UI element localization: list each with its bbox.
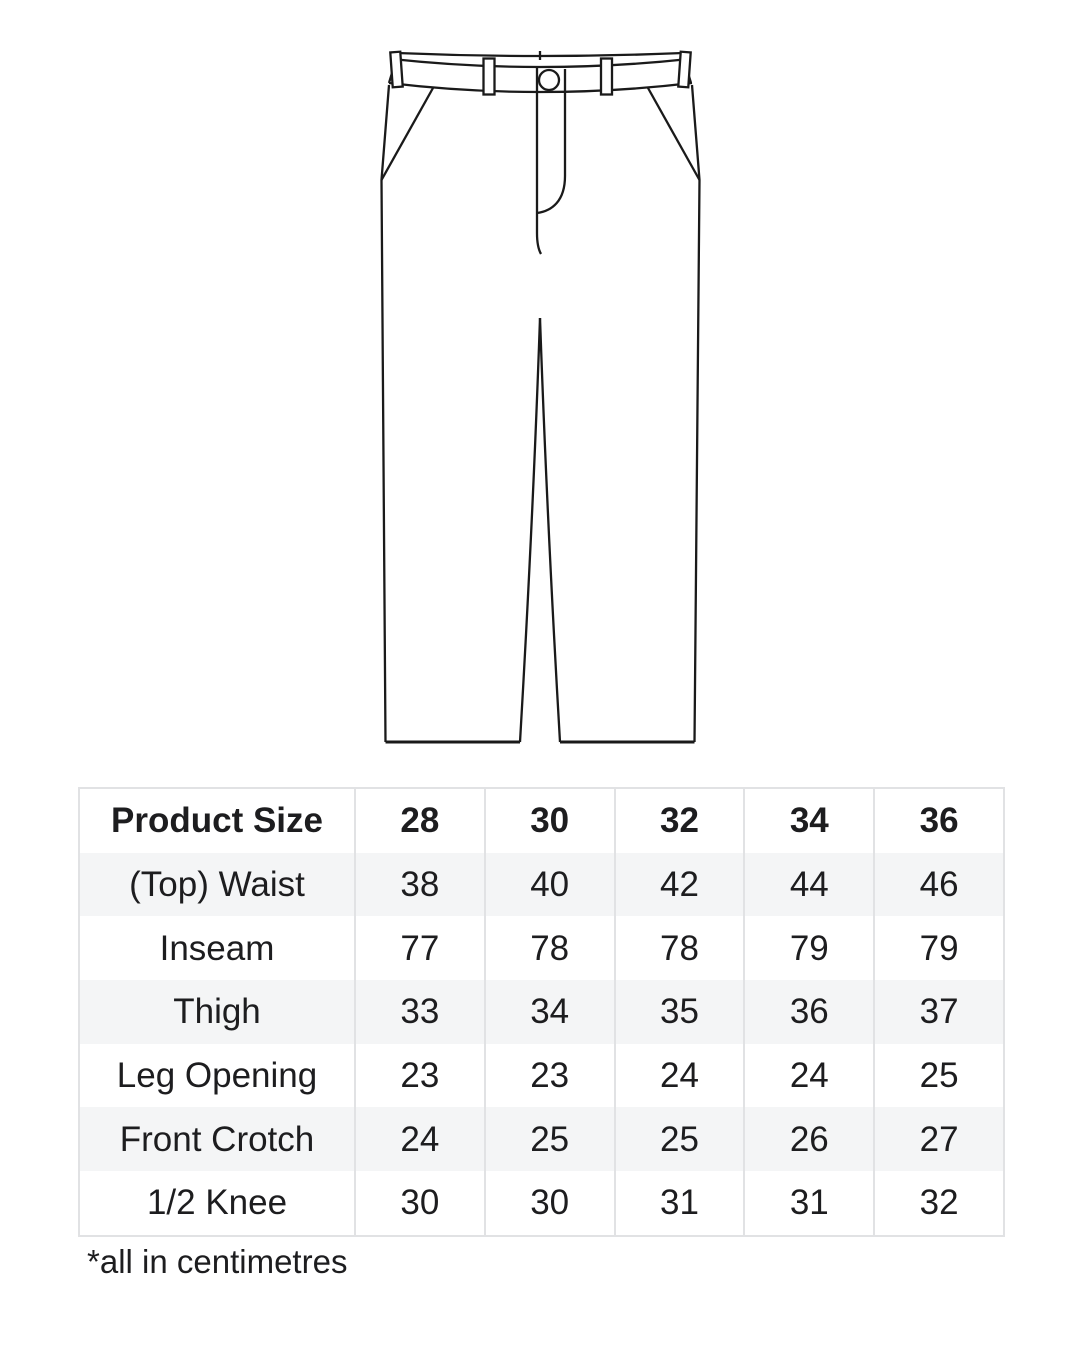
belt-loop-far-left: [389, 50, 404, 89]
table-row-top-waist: (Top) Waist 38 40 42 44 46: [79, 852, 1004, 917]
table-row-front-crotch: Front Crotch 24 25 25 26 27: [79, 1107, 1004, 1172]
column-header-size-36: 36: [873, 788, 1004, 853]
cell-value: 31: [743, 1171, 875, 1236]
cell-value: 78: [483, 916, 615, 981]
column-header-size-34: 34: [743, 788, 875, 853]
table-row-leg-opening: Leg Opening 23 23 24 24 25: [79, 1043, 1004, 1108]
cell-value: 24: [743, 1043, 875, 1108]
waistband-front-seam: [391, 57, 690, 69]
cell-value: 24: [354, 1107, 485, 1172]
belt-loop-far-right: [677, 50, 692, 89]
cell-value: 40: [483, 852, 615, 917]
cell-value: 33: [354, 980, 485, 1044]
inseam-left: [518, 317, 542, 743]
column-header-size-32: 32: [613, 788, 745, 853]
cell-value: 32: [873, 1171, 1004, 1236]
waistband-bottom-edge: [388, 81, 693, 94]
cell-value: 25: [483, 1107, 615, 1172]
cell-value: 79: [743, 916, 875, 981]
size-chart-table: Product Size 28 30 32 34 36 (Top) Waist …: [78, 787, 1005, 1237]
cell-value: 24: [613, 1043, 745, 1108]
units-footnote: *all in centimetres: [87, 1243, 348, 1280]
row-label: Inseam: [159, 928, 275, 968]
row-label: (Top) Waist: [129, 865, 305, 905]
pocket-line-right: [646, 87, 701, 181]
belt-loop-left: [482, 57, 496, 96]
cell-value: 27: [873, 1107, 1004, 1172]
column-header-size-30: 30: [483, 788, 615, 853]
waist-button: [537, 68, 561, 92]
outer-seam-right: [690, 84, 701, 743]
row-label: 1/2 Knee: [146, 1183, 288, 1223]
cell-value: 26: [743, 1107, 875, 1172]
pocket-line-left: [380, 87, 435, 181]
cell-value: 30: [354, 1171, 485, 1236]
fly-center-line: [535, 68, 543, 255]
table-row-inseam: Inseam 77 78 78 79 79: [79, 916, 1004, 981]
cell-value: 23: [483, 1043, 615, 1108]
cell-value: 44: [743, 852, 875, 917]
cell-value: 31: [613, 1171, 745, 1236]
cell-value: 46: [873, 852, 1004, 917]
table-header-row: Product Size 28 30 32 34 36: [79, 788, 1004, 853]
table-row-thigh: Thigh 33 34 35 36 37: [79, 980, 1004, 1044]
cell-value: 42: [613, 852, 745, 917]
cell-value: 38: [354, 852, 485, 917]
row-label: Leg Opening: [116, 1056, 318, 1096]
inseam-right: [538, 317, 562, 743]
cell-value: 78: [613, 916, 745, 981]
cell-value: 34: [483, 980, 615, 1044]
outer-seam-left: [380, 84, 391, 743]
column-header-size-28: 28: [354, 788, 485, 853]
row-label: Thigh: [173, 992, 261, 1032]
cell-value: 25: [873, 1043, 1004, 1108]
fly-stitch-line: [536, 69, 567, 215]
trousers-outline: [380, 51, 701, 744]
cell-value: 36: [743, 980, 875, 1044]
cell-value: 77: [354, 916, 485, 981]
cell-value: 25: [613, 1107, 745, 1172]
cell-value: 23: [354, 1043, 485, 1108]
belt-loop-right: [599, 57, 614, 96]
row-label: Front Crotch: [119, 1119, 315, 1159]
cell-value: 37: [873, 980, 1004, 1044]
waistband-details: [389, 50, 692, 96]
column-header-product-size: Product Size: [79, 788, 355, 853]
cell-value: 35: [613, 980, 745, 1044]
cell-value: 79: [873, 916, 1004, 981]
trousers-diagram: [380, 50, 701, 744]
table-row-half-knee: 1/2 Knee 30 30 31 31 32: [79, 1171, 1004, 1236]
cell-value: 30: [483, 1171, 615, 1236]
